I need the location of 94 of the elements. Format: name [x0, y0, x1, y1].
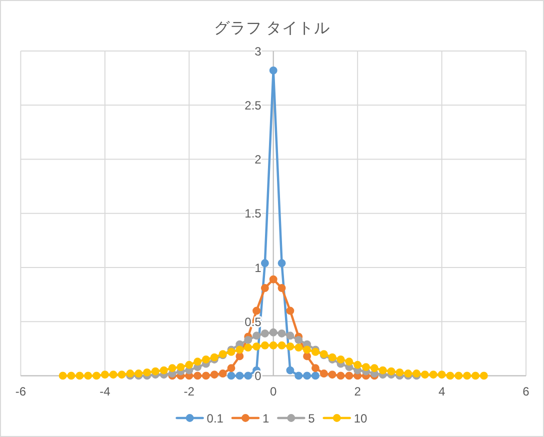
point: [210, 353, 218, 362]
x-tick-label: -6: [15, 384, 26, 399]
point: [260, 330, 269, 338]
point: [227, 364, 236, 372]
point: [446, 372, 454, 380]
legend-label: 0.1: [206, 411, 224, 426]
point: [303, 372, 312, 380]
point: [378, 366, 387, 374]
point: [236, 352, 244, 360]
point: [294, 372, 303, 380]
point: [320, 370, 328, 378]
point: [370, 364, 378, 372]
point: [269, 275, 278, 284]
point: [260, 284, 269, 292]
point: [168, 364, 176, 372]
point: [311, 364, 320, 372]
point: [176, 363, 185, 372]
point: [194, 358, 202, 366]
point: [396, 368, 404, 376]
y-tick-label: 1: [254, 260, 262, 275]
point: [269, 341, 278, 350]
point: [252, 332, 260, 340]
point: [210, 370, 218, 379]
point: [286, 332, 294, 340]
point: [269, 328, 278, 336]
point: [354, 360, 362, 369]
point: [454, 372, 463, 380]
y-tick-label: 3: [254, 44, 262, 58]
point: [100, 370, 109, 379]
point: [151, 367, 160, 376]
point: [92, 372, 100, 380]
x-tick-label: 2: [354, 384, 362, 399]
point: [244, 344, 252, 352]
point: [336, 355, 345, 364]
y-tick-label: 2.5: [244, 98, 262, 112]
point: [244, 336, 252, 344]
point: [76, 372, 84, 380]
point: [84, 372, 92, 380]
point: [244, 372, 252, 380]
point: [227, 372, 236, 380]
point: [429, 370, 438, 379]
chart-title: グラフ タイトル: [214, 20, 330, 37]
point: [278, 341, 286, 350]
point: [438, 370, 446, 379]
y-tick-label: 2: [254, 152, 262, 167]
point: [236, 346, 244, 354]
point: [328, 353, 336, 362]
point: [202, 355, 210, 364]
point: [294, 344, 303, 352]
y-tick-label: 1.5: [244, 206, 262, 221]
x-tick-label: -4: [100, 384, 111, 399]
point: [311, 372, 320, 380]
point: [58, 372, 67, 380]
point: [420, 370, 429, 379]
point: [286, 366, 294, 374]
y-tick-label: 0: [254, 369, 262, 383]
legend-label: 5: [308, 411, 316, 426]
point: [67, 372, 76, 380]
point: [345, 372, 354, 380]
point: [362, 363, 370, 372]
point: [143, 368, 151, 376]
point: [345, 358, 354, 366]
point: [278, 284, 286, 292]
x-tick-label: 0: [270, 384, 278, 399]
point: [269, 66, 278, 74]
x-tick-label: 4: [438, 384, 446, 399]
point: [202, 372, 210, 380]
point: [286, 342, 294, 350]
point: [278, 259, 286, 268]
point: [252, 306, 260, 315]
point: [160, 366, 168, 374]
point: [480, 372, 488, 380]
point: [303, 346, 312, 354]
point: [387, 367, 396, 376]
point: [328, 370, 336, 379]
legend-label: 10: [354, 411, 368, 426]
point: [278, 330, 286, 338]
point: [294, 336, 303, 344]
point: [118, 370, 126, 379]
point: [471, 372, 480, 380]
point: [286, 306, 294, 315]
point: [260, 341, 269, 350]
point: [109, 370, 118, 379]
point: [260, 259, 269, 268]
point: [236, 372, 244, 380]
point: [185, 360, 194, 369]
point: [218, 370, 227, 378]
x-tick-label: 6: [522, 384, 530, 399]
point: [252, 342, 260, 350]
x-tick-label: -2: [184, 384, 195, 399]
point: [194, 372, 202, 380]
point: [336, 372, 345, 380]
point: [303, 352, 312, 360]
point: [463, 372, 472, 380]
